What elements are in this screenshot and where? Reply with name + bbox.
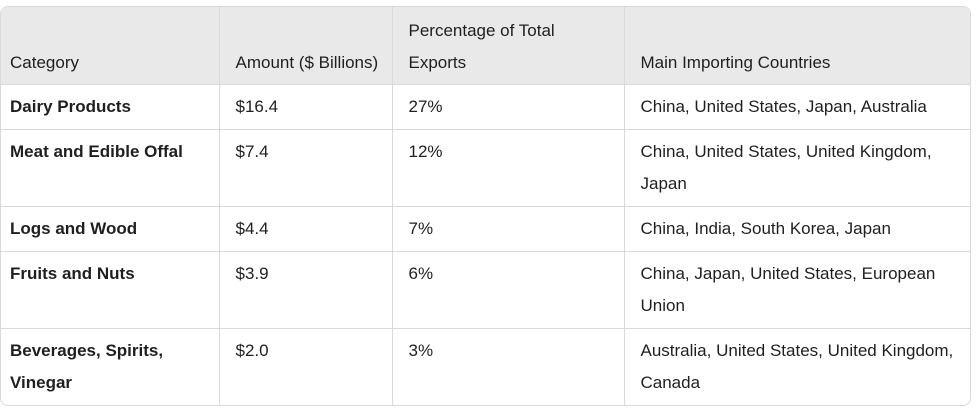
- cell-amount: $4.4: [218, 206, 392, 252]
- table-row: Meat and Edible Offal $7.4 12% China, Un…: [1, 129, 970, 207]
- cell-countries: China, India, South Korea, Japan: [623, 206, 970, 252]
- table-row: Fruits and Nuts $3.9 6% China, Japan, Un…: [1, 251, 970, 329]
- table-row: Logs and Wood $4.4 7% China, India, Sout…: [1, 206, 970, 252]
- cell-amount: $2.0: [218, 328, 392, 405]
- exports-table: Category Amount ($ Billions) Percentage …: [1, 7, 970, 405]
- cell-amount: $16.4: [218, 84, 392, 130]
- cell-percentage: 6%: [391, 251, 624, 329]
- cell-percentage: 3%: [391, 328, 624, 405]
- cell-category: Fruits and Nuts: [1, 251, 219, 329]
- table-row: Beverages, Spirits, Vinegar $2.0 3% Aust…: [1, 328, 970, 405]
- cell-countries: China, United States, Japan, Australia: [623, 84, 970, 130]
- cell-category: Logs and Wood: [1, 206, 219, 252]
- cell-percentage: 7%: [391, 206, 624, 252]
- cell-amount: $3.9: [218, 251, 392, 329]
- cell-countries: China, United States, United Kingdom, Ja…: [623, 129, 970, 207]
- exports-table-container: Category Amount ($ Billions) Percentage …: [0, 6, 971, 406]
- table-header: Category Amount ($ Billions) Percentage …: [1, 7, 970, 85]
- cell-amount: $7.4: [218, 129, 392, 207]
- cell-countries: China, Japan, United States, European Un…: [623, 251, 970, 329]
- cell-category: Beverages, Spirits, Vinegar: [10, 341, 164, 392]
- header-row: Category Amount ($ Billions) Percentage …: [1, 7, 970, 85]
- table-body: Dairy Products $16.4 27% China, United S…: [1, 84, 970, 405]
- header-amount: Amount ($ Billions): [218, 7, 392, 85]
- header-category: Category: [1, 7, 219, 85]
- cell-category: Meat and Edible Offal: [1, 129, 219, 207]
- cell-percentage: 27%: [391, 84, 624, 130]
- header-importing-countries: Main Importing Countries: [623, 7, 970, 85]
- table-row: Dairy Products $16.4 27% China, United S…: [1, 84, 970, 130]
- cell-percentage: 12%: [391, 129, 624, 207]
- cell-countries: Australia, United States, United Kingdom…: [623, 328, 970, 405]
- header-percentage: Percentage of Total Exports: [391, 7, 624, 85]
- cell-category: Dairy Products: [1, 84, 219, 130]
